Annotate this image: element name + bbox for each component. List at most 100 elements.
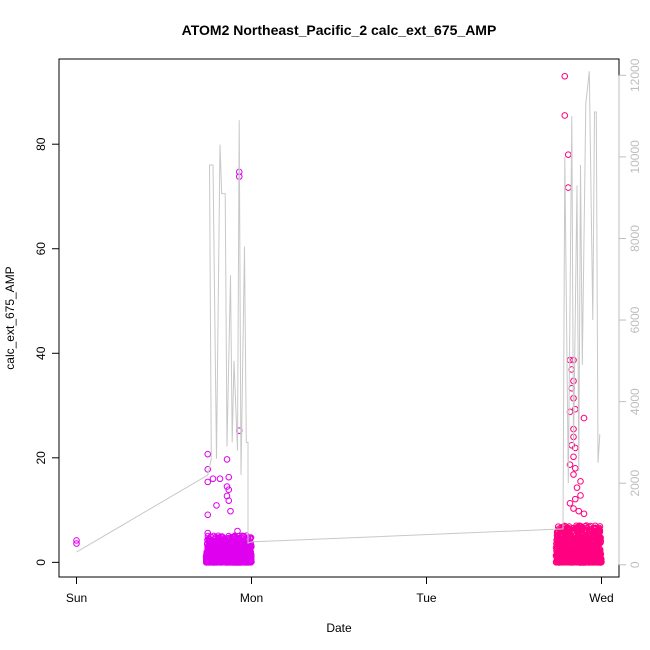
data-point	[561, 72, 569, 80]
data-point	[566, 551, 574, 559]
data-point	[235, 541, 243, 549]
data-point	[204, 466, 212, 473]
y2-tick-label: 0	[628, 561, 642, 568]
y-tick-label: 80	[34, 137, 48, 151]
data-point	[566, 499, 574, 507]
data-point	[221, 544, 229, 551]
data-point	[236, 550, 244, 557]
y-axis-label: calc_ext_675_AMP	[3, 266, 17, 369]
y2-tick-label: 10000	[628, 140, 642, 174]
x-tick-label: Wed	[589, 591, 613, 605]
data-point	[595, 549, 603, 556]
data-point	[562, 558, 569, 565]
data-point	[577, 478, 584, 485]
data-point	[579, 524, 587, 532]
data-point	[592, 522, 599, 530]
data-point	[215, 557, 223, 564]
data-point	[234, 527, 241, 535]
data-point	[567, 558, 574, 566]
chart-title: ATOM2 Northeast_Pacific_2 calc_ext_675_A…	[182, 22, 497, 38]
data-point	[574, 559, 581, 566]
y2-tick-label: 6000	[628, 306, 642, 333]
data-point	[570, 471, 577, 478]
data-point	[594, 538, 602, 545]
data-point	[231, 534, 238, 542]
data-point	[574, 555, 581, 562]
data-point	[204, 478, 212, 486]
data-point	[210, 547, 218, 554]
data-point	[564, 184, 572, 191]
data-point	[245, 558, 253, 566]
data-point	[210, 532, 217, 540]
data-point	[591, 530, 599, 538]
data-point	[582, 551, 589, 558]
data-point	[565, 523, 573, 530]
data-point	[229, 559, 237, 566]
series-line	[76, 71, 601, 553]
data-point	[227, 548, 235, 555]
data-point	[213, 502, 220, 509]
data-point	[564, 151, 572, 158]
data-point	[237, 559, 245, 566]
data-point	[234, 546, 242, 554]
data-point	[217, 544, 224, 552]
data-point	[568, 385, 576, 392]
data-point	[567, 534, 575, 542]
data-point	[204, 511, 212, 519]
data-point	[585, 535, 593, 543]
data-point	[570, 453, 577, 461]
y-tick-label: 20	[34, 451, 48, 465]
series-layer	[73, 71, 605, 566]
y-tick-label: 0	[34, 559, 48, 566]
data-point	[577, 559, 585, 566]
data-point	[590, 544, 597, 552]
axes-layer: Sun Mon Tue Wed 0 20 40 60 80 0 2000 4000 6000 8000 10…	[34, 58, 642, 605]
data-point	[575, 507, 583, 515]
data-point	[208, 558, 216, 566]
data-point	[556, 539, 564, 547]
y-tick-label: 40	[34, 346, 48, 360]
data-point	[594, 529, 602, 536]
data-point	[561, 112, 569, 119]
data-point	[73, 537, 80, 544]
x-tick-label: Mon	[240, 591, 263, 605]
data-point	[209, 475, 217, 483]
data-point	[73, 540, 80, 547]
data-point	[216, 475, 224, 483]
x-axis-label: Date	[326, 621, 352, 635]
data-point	[579, 531, 587, 538]
data-point	[235, 535, 242, 542]
data-point	[586, 527, 594, 535]
data-point	[571, 495, 579, 503]
plot-box	[58, 58, 620, 578]
data-point	[572, 555, 580, 563]
data-point	[247, 542, 255, 549]
data-point	[558, 526, 565, 534]
data-point	[573, 484, 581, 491]
data-point	[204, 544, 212, 552]
data-point	[225, 486, 233, 494]
data-point	[588, 550, 596, 558]
data-point	[207, 539, 215, 546]
data-point	[571, 444, 579, 452]
data-point	[225, 473, 233, 481]
data-point	[591, 555, 598, 563]
data-point	[570, 505, 577, 512]
y2-tick-label: 12000	[628, 58, 642, 92]
data-point	[562, 554, 570, 562]
data-point	[558, 547, 566, 554]
data-point	[580, 414, 588, 422]
y2-tick-label: 8000	[628, 225, 642, 252]
data-point	[566, 461, 574, 468]
data-point	[555, 546, 563, 554]
data-point	[225, 497, 233, 504]
data-point	[227, 507, 234, 515]
data-point	[574, 535, 582, 543]
data-point	[223, 483, 231, 490]
x-tick-label: Sun	[66, 591, 87, 605]
y2-tick-label: 4000	[628, 388, 642, 415]
data-point	[555, 527, 562, 534]
data-point	[571, 464, 579, 472]
data-point	[242, 554, 250, 562]
